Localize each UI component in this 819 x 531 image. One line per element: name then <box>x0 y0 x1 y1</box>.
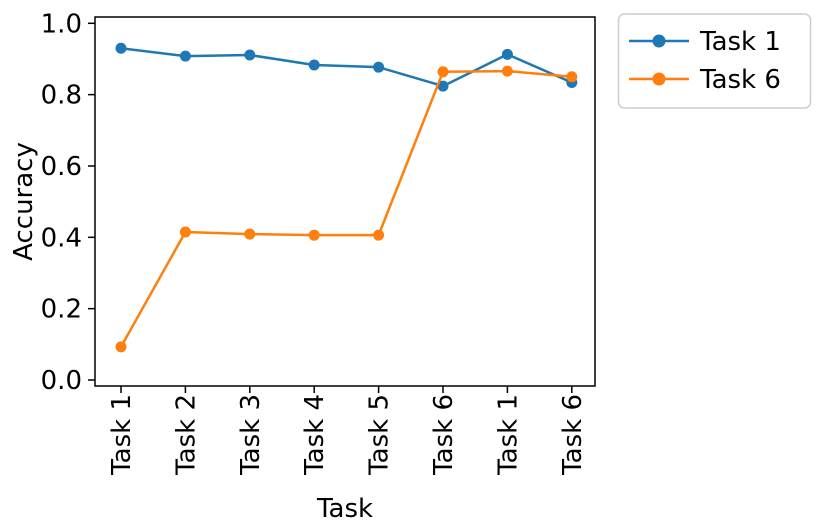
y-axis-label: Accuracy <box>9 142 39 261</box>
x-axis-tick-label: Task 4 <box>300 394 330 476</box>
legend-entry-task-1: Task 1 <box>629 27 781 57</box>
series-line-task-6 <box>119 69 574 349</box>
legend-marker-task-1 <box>652 34 666 48</box>
legend: Task 1 Task 6 <box>617 13 812 109</box>
x-axis-tick-label: Task 1 <box>493 394 523 476</box>
x-axis-tick-label: Task 5 <box>365 394 395 476</box>
y-axis-tick-label: 0.4 <box>41 223 82 253</box>
x-axis-tick-label: Task 6 <box>558 394 588 476</box>
data-point-marker-task-1 <box>179 50 191 62</box>
y-axis-tick-label: 0.0 <box>41 366 82 396</box>
data-point-marker-task-6 <box>308 229 320 241</box>
series-task-6 <box>115 65 578 353</box>
legend-marker-task-6 <box>652 72 666 86</box>
data-point-marker-task-6 <box>566 71 578 83</box>
x-axis-tick-label: Task 6 <box>429 394 459 476</box>
data-point-marker-task-1 <box>115 42 127 54</box>
data-point-marker-task-1 <box>373 61 385 73</box>
data-point-marker-task-6 <box>115 341 127 353</box>
y-axis-tick-label: 0.8 <box>41 81 82 111</box>
series-task-1 <box>115 42 578 92</box>
legend-entry-task-6: Task 6 <box>629 65 781 95</box>
x-axis-tick-label: Task 1 <box>107 394 137 476</box>
data-point-marker-task-6 <box>437 66 449 78</box>
series-line-task-1 <box>119 47 574 88</box>
y-axis-tick-label: 1.0 <box>41 9 82 39</box>
data-point-marker-task-6 <box>179 226 191 238</box>
legend-box <box>617 13 812 109</box>
data-point-marker-task-6 <box>244 228 256 240</box>
x-axis-tick-label: Task 2 <box>171 394 201 476</box>
y-axis-tick-label: 0.2 <box>41 295 82 325</box>
data-point-marker-task-6 <box>373 229 385 241</box>
data-point-marker-task-1 <box>308 59 320 71</box>
data-point-marker-task-1 <box>501 48 513 60</box>
x-axis-label: Task <box>316 494 373 524</box>
plot-area <box>94 16 596 387</box>
y-axis-tick-label: 0.6 <box>41 152 82 182</box>
legend-label-task-6: Task 6 <box>699 65 781 95</box>
data-point-marker-task-1 <box>437 80 449 92</box>
x-axis-tick-label: Task 3 <box>236 394 266 476</box>
data-point-marker-task-1 <box>244 49 256 61</box>
legend-label-task-1: Task 1 <box>699 27 781 57</box>
data-point-marker-task-6 <box>501 65 513 77</box>
